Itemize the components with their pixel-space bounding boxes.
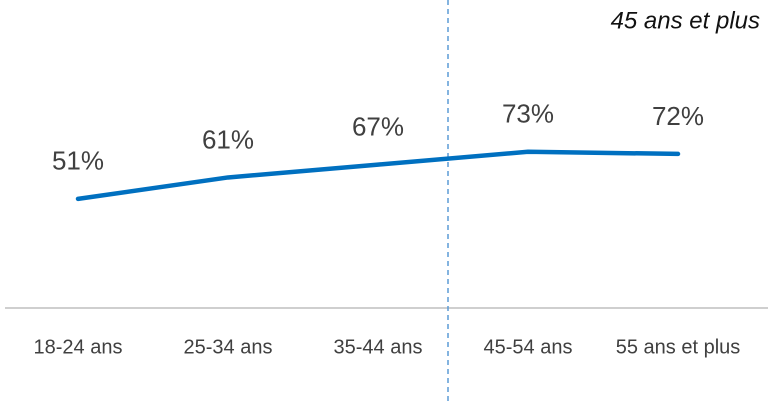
x-tick-label: 55 ans et plus [616,336,741,358]
line [75,149,681,202]
x-tick-label: 25-34 ans [184,336,273,358]
data-label: 51% [52,146,104,176]
annotation: 45 ans et plus [611,7,760,34]
x-tick-label: 35-44 ans [334,336,423,358]
data-label: 73% [502,99,554,129]
x-tick-label: 18-24 ans [34,336,123,358]
x-tick-label: 45-54 ans [484,336,573,358]
data-label: 61% [202,124,254,154]
data-label: 67% [352,111,404,141]
data-label: 72% [652,101,704,131]
